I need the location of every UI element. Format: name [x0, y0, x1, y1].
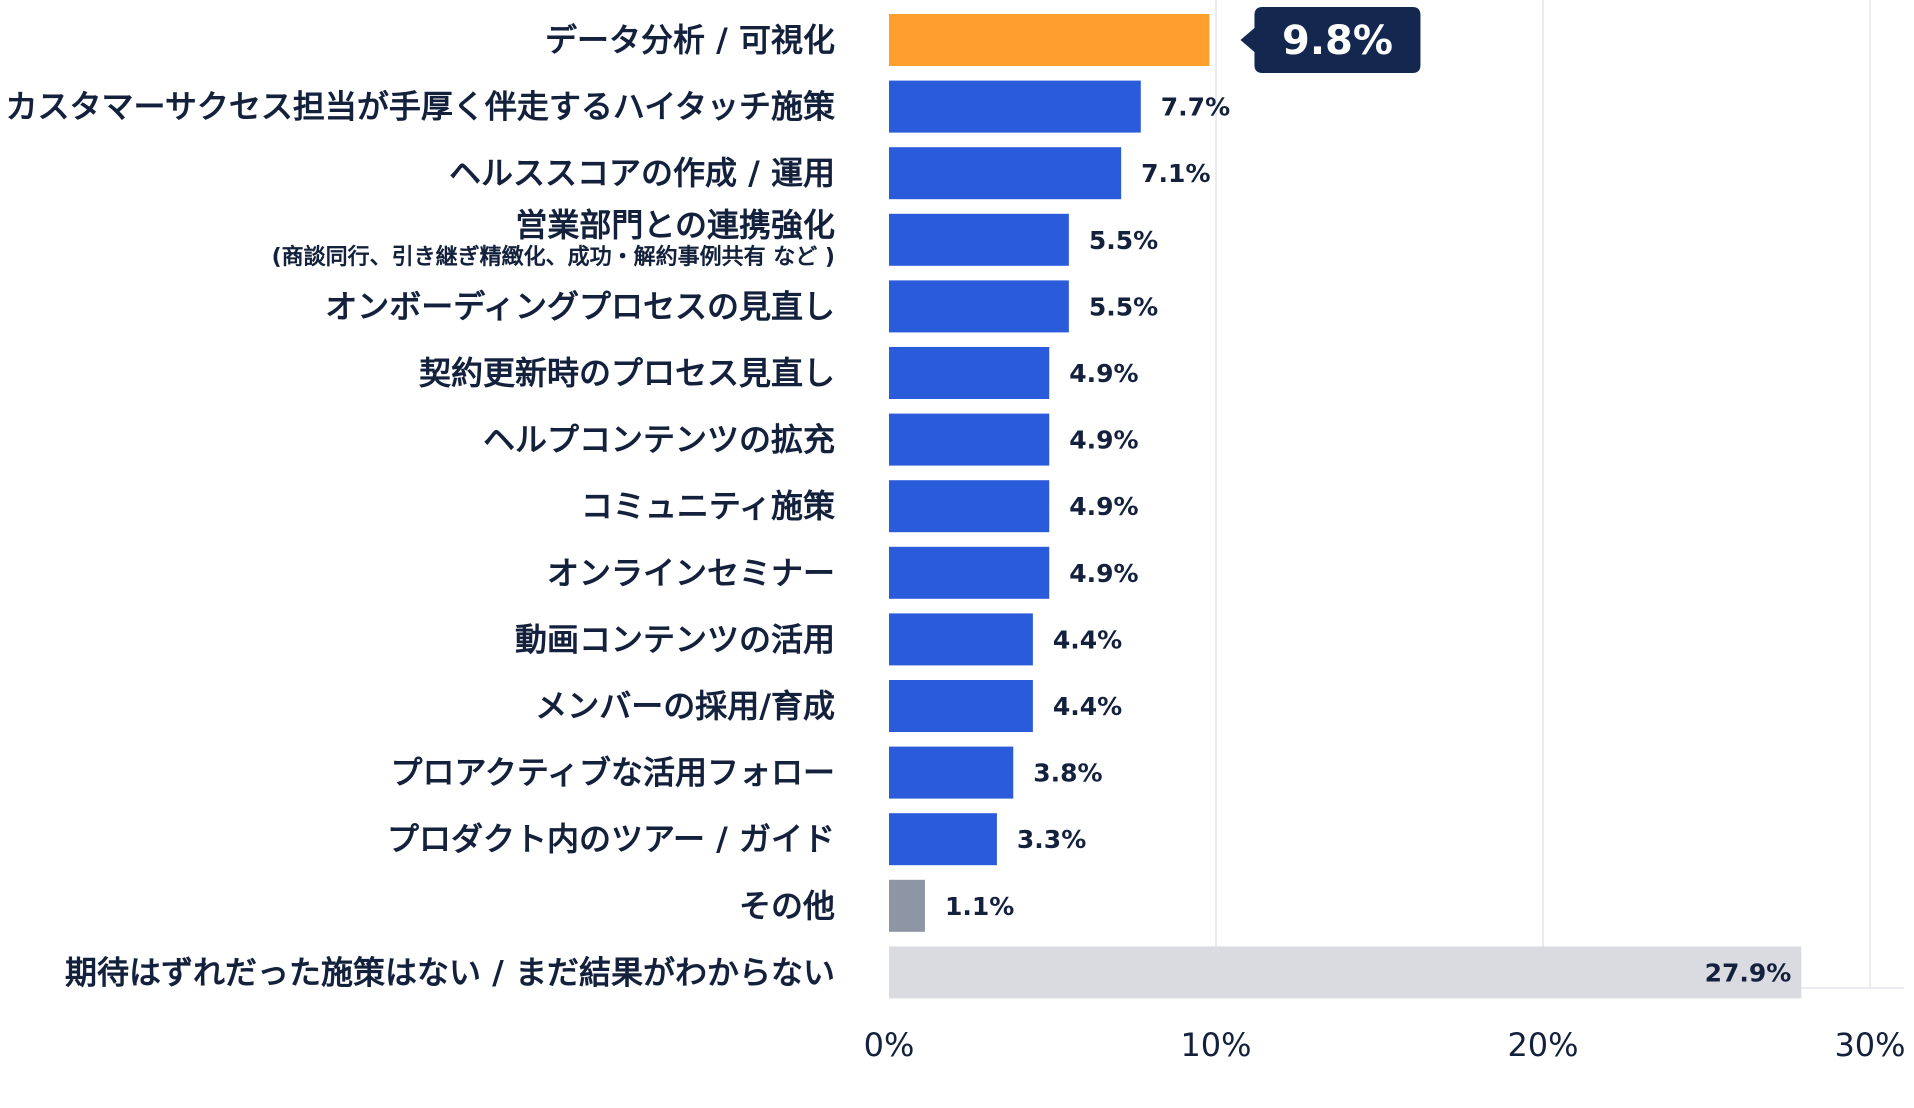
- x-axis-ticks: 0% 10% 20% 30%: [864, 1026, 1906, 1064]
- value-label-3: 5.5%: [1089, 226, 1158, 255]
- value-label-13: 1.1%: [945, 892, 1014, 921]
- value-label-14: 27.9%: [1705, 958, 1792, 987]
- bar-14: [889, 946, 1802, 999]
- category-label-5: 契約更新時のプロセス見直し: [419, 354, 835, 392]
- value-label-7: 4.9%: [1069, 492, 1138, 521]
- category-label-12: プロダクト内のツアー / ガイド: [387, 820, 835, 858]
- value-label-11: 3.8%: [1033, 759, 1102, 788]
- bar-8: [889, 546, 1050, 599]
- value-label-4: 5.5%: [1089, 292, 1158, 321]
- x-tick-label-10: 10%: [1180, 1026, 1251, 1064]
- category-label-2: ヘルススコアの作成 / 運用: [449, 154, 835, 192]
- value-label-2: 7.1%: [1141, 159, 1210, 188]
- value-label-0: 9.8%: [1282, 18, 1393, 64]
- bar-12: [889, 813, 997, 866]
- category-label-13: その他: [739, 887, 835, 925]
- category-label-0: データ分析 / 可視化: [545, 21, 835, 59]
- x-tick-label-30: 30%: [1834, 1026, 1905, 1064]
- bar-11: [889, 746, 1014, 799]
- callout-bubble: [1240, 7, 1421, 73]
- value-label-6: 4.9%: [1069, 426, 1138, 455]
- bar-4: [889, 280, 1069, 333]
- value-label-9: 4.4%: [1053, 625, 1122, 654]
- bar-10: [889, 680, 1033, 732]
- category-label-11: プロアクティブな活用フォロー: [391, 754, 835, 792]
- x-tick-label-0: 0%: [864, 1026, 915, 1064]
- bar-2: [889, 147, 1122, 200]
- bars: [889, 14, 1802, 999]
- bar-9: [889, 613, 1033, 666]
- category-label-10: メンバーの採用/育成: [535, 687, 835, 725]
- category-label-8: オンラインセミナー: [547, 554, 835, 592]
- value-label-1: 7.7%: [1161, 93, 1230, 122]
- category-label-3: 営業部門との連携強化: [515, 206, 835, 244]
- category-label-14: 期待はずれだった施策はない / まだ結果がわからない: [65, 953, 835, 991]
- value-label-10: 4.4%: [1053, 692, 1122, 721]
- category-label-4: オンボーディングプロセスの見直し: [325, 287, 835, 325]
- value-label-5: 4.9%: [1069, 359, 1138, 388]
- bar-7: [889, 480, 1050, 533]
- category-labels: データ分析 / 可視化カスタマーサクセス担当が手厚く伴走するハイタッチ施策ヘルス…: [6, 21, 835, 991]
- category-sublabel-3: (商談同行、引き継ぎ精緻化、成功・解約事例共有 など ): [272, 244, 835, 270]
- highlight-callout: 9.8%: [1240, 7, 1421, 73]
- value-labels: 7.7% 7.1% 5.5% 5.5% 4.9% 4.9% 4.9% 4.9% 4.4% 4.4%…: [945, 93, 1791, 988]
- x-tick-label-20: 20%: [1507, 1026, 1578, 1064]
- value-label-12: 3.3%: [1017, 825, 1086, 854]
- category-label-7: コミュニティ施策: [581, 487, 835, 525]
- bar-3: [889, 213, 1069, 266]
- bar-5: [889, 347, 1050, 399]
- category-label-1: カスタマーサクセス担当が手厚く伴走するハイタッチ施策: [6, 88, 835, 126]
- bar-1: [889, 80, 1141, 133]
- value-label-8: 4.9%: [1069, 559, 1138, 588]
- bar-13: [889, 879, 925, 932]
- bar-6: [889, 413, 1050, 466]
- bar-0: [889, 14, 1210, 66]
- category-label-9: 動画コンテンツの活用: [515, 620, 835, 658]
- category-label-6: ヘルプコンテンツの拡充: [483, 421, 835, 459]
